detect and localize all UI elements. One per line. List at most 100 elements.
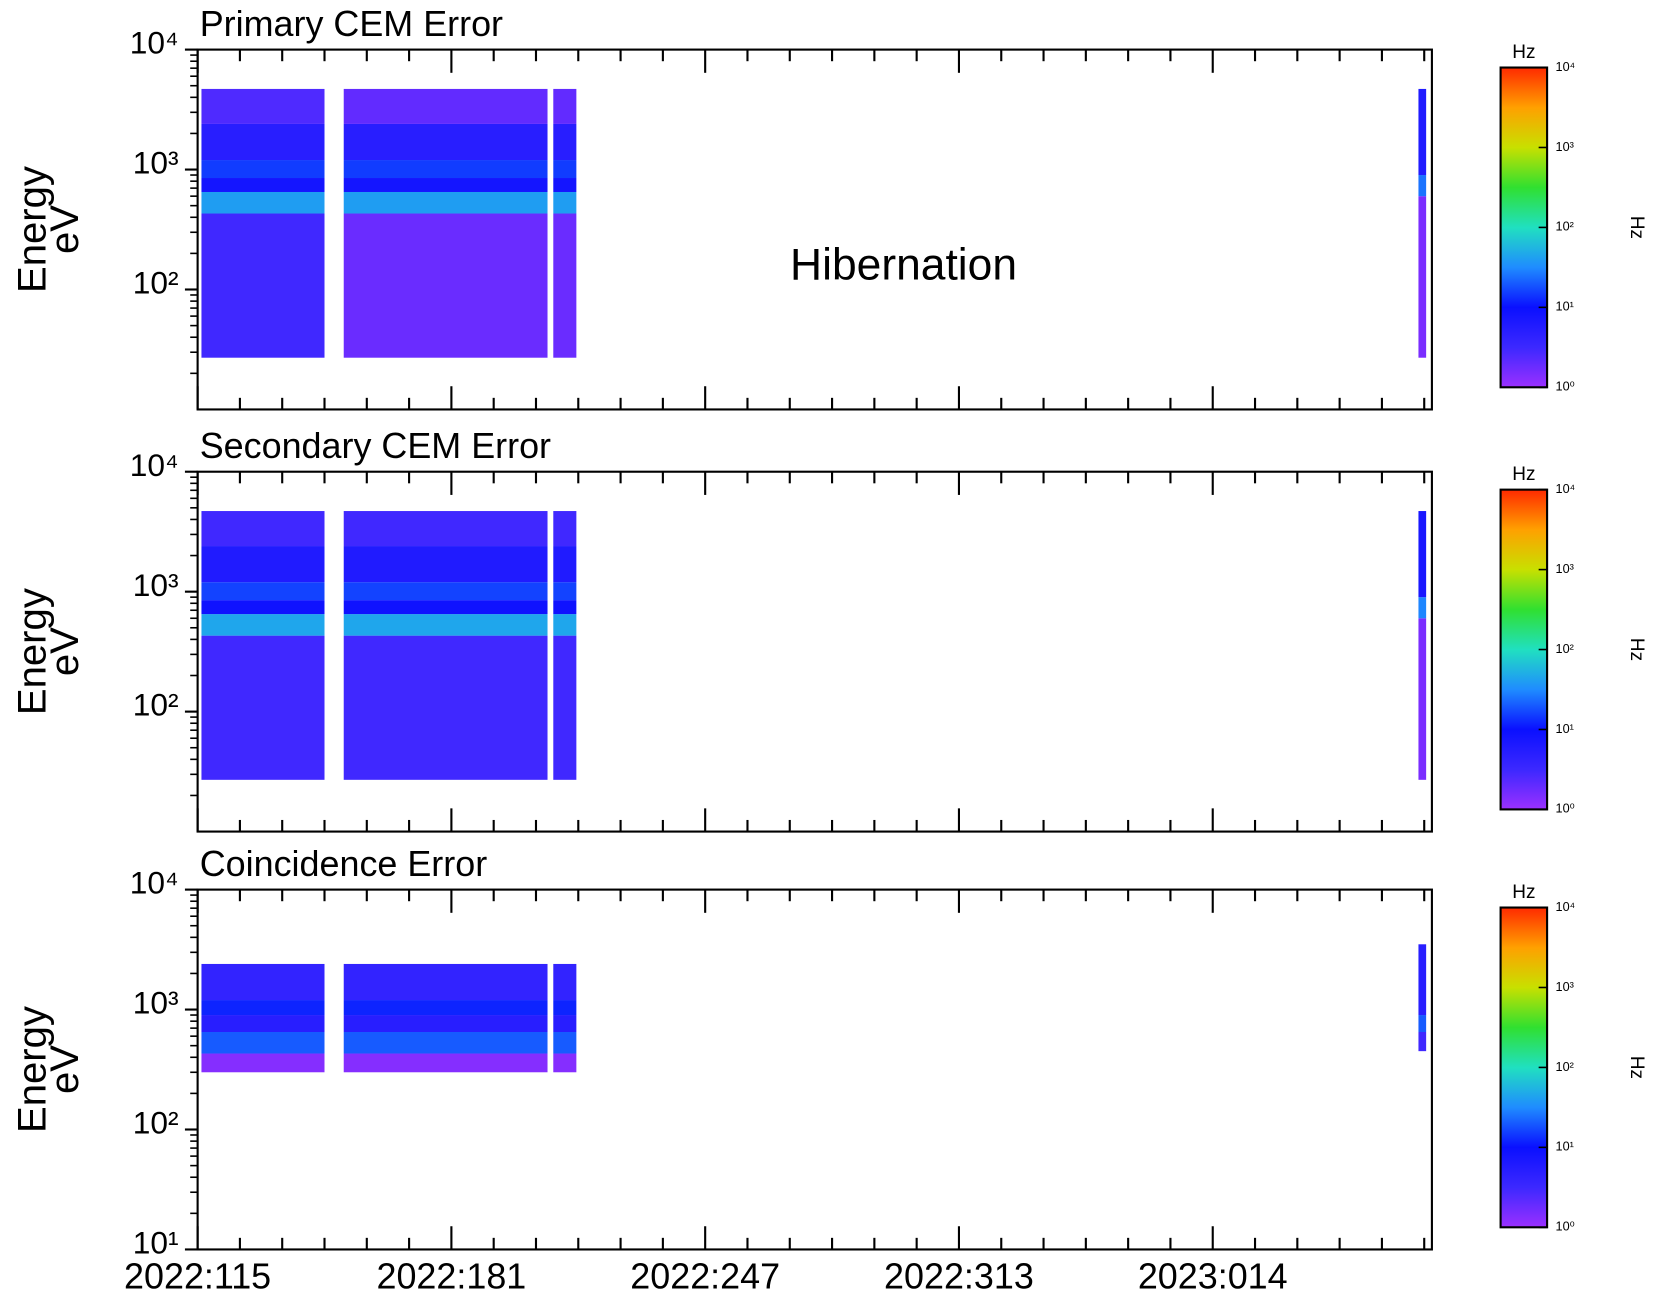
colorbar-tick-label: 10¹ [1556,1140,1574,1154]
spectrogram-cell [553,123,577,161]
colorbar-tick-label: 10² [1556,220,1574,234]
spectrogram-cell [343,178,548,192]
spectrogram-cell [343,213,548,358]
spectrogram-cell [553,191,577,214]
spectrogram-cell [201,160,325,179]
colorbar-tick-label: 10⁰ [1556,802,1575,816]
spectrogram-cell [553,963,577,1001]
y-tick-label: 10³ [133,567,179,603]
spectrogram-cell [201,1015,325,1032]
y-tick-label: 10² [133,265,179,301]
y-axis-unit: eV [42,1045,87,1094]
y-tick-label: 10² [133,1105,179,1141]
panel-title: Coincidence Error [200,844,487,884]
spectrogram-cell [553,635,577,780]
spectrogram-cell [553,213,577,358]
spectrogram-cell [201,600,325,615]
spectrogram-cell [343,600,548,615]
spectrogram-cell [201,1031,325,1054]
colorbar-tick-label: 10² [1556,642,1574,656]
x-tick-label: 2023:014 [1138,1257,1288,1297]
colorbar-tick-label: 10⁴ [1556,482,1576,496]
spectrogram-cell [201,1053,325,1073]
x-tick-label: 2022:115 [124,1257,271,1297]
colorbar-tick-label: 10³ [1556,140,1574,154]
spectrogram-cell [201,582,325,601]
x-tick-label: 2022:247 [630,1257,780,1297]
spectrogram-cell [1418,597,1427,619]
colorbar-tick-label: 10⁴ [1556,900,1576,914]
spectrogram-cell [201,178,325,192]
spectrogram-cell [343,511,548,547]
spectrogram-cell [1418,1031,1427,1052]
spectrogram-cell [553,1015,577,1032]
colorbar-tick-label: 10¹ [1556,300,1574,314]
y-tick-label: 10⁴ [130,865,179,901]
y-tick-label: 10¹ [133,1225,179,1261]
spectrogram-cell [553,88,577,124]
colorbar-tick-label: 10² [1556,1060,1574,1074]
spectrogram-cell [201,123,325,161]
spectrogram-cell [553,1000,577,1016]
y-axis-unit: eV [42,205,87,254]
y-axis-label: Energy [9,1006,54,1133]
spectrogram-cell [343,1000,548,1016]
x-tick-label: 2022:181 [376,1257,526,1297]
plot-frame [196,470,1433,833]
spectrogram-cell [553,511,577,547]
panel-title: Primary CEM Error [200,4,503,44]
spectrogram-cell [553,1031,577,1054]
spectrogram-cell [1418,1015,1427,1032]
spectrogram-cell [343,191,548,214]
spectrogram-cell [343,123,548,161]
spectrogram-cell [553,614,577,636]
spectrogram-cell [1418,88,1427,176]
colorbar-side-label: Hz [1626,216,1647,239]
spectrogram-cell [553,178,577,192]
y-axis-unit: eV [42,627,87,676]
y-tick-label: 10⁴ [130,25,179,61]
spectrogram-cell [1418,944,1427,1016]
plot-frame [196,888,1433,1251]
spectrogram-cell [201,191,325,214]
colorbar-tick-label: 10⁰ [1556,380,1575,394]
spectrogram-cell [201,614,325,636]
spectrogram-cell [343,635,548,780]
y-tick-label: 10² [133,687,179,723]
spectrogram-cell [553,582,577,601]
spectrogram-cell [343,546,548,583]
spectrogram-cell [201,963,325,1001]
spectrogram-cell [343,88,548,124]
y-tick-label: 10³ [133,985,179,1021]
annotation: Hibernation [790,241,1017,290]
spectrogram-cell [201,546,325,583]
spectrogram-cell [1418,618,1427,780]
spectrogram-cell [201,511,325,547]
spectrogram-cell [343,614,548,636]
spectrogram-cell [343,160,548,179]
spectrogram-cell [343,1031,548,1054]
plot-frame [196,48,1433,411]
spectrogram-cell [201,88,325,124]
colorbar-side-label: Hz [1626,1056,1647,1079]
spectrogram-cell [201,1000,325,1016]
colorbar-tick-label: 10³ [1556,980,1574,994]
spectrogram-cell [201,635,325,780]
spectrogram-cell [343,963,548,1001]
colorbar-label: Hz [1512,464,1535,485]
x-tick-label: 2022:313 [884,1257,1034,1297]
y-axis-label: Energy [9,588,54,715]
y-axis-label: Energy [9,166,54,293]
spectrogram-cell [553,546,577,583]
colorbar-tick-label: 10³ [1556,562,1574,576]
colorbar-label: Hz [1512,42,1535,63]
spectrogram-cell [553,1053,577,1073]
colorbar-label: Hz [1512,882,1535,903]
spectrogram-cell [553,160,577,179]
y-tick-label: 10³ [133,145,179,181]
spectrogram-cell [1418,196,1427,358]
spectrogram-cell [1418,175,1427,197]
colorbar-tick-label: 10⁰ [1556,1220,1575,1234]
